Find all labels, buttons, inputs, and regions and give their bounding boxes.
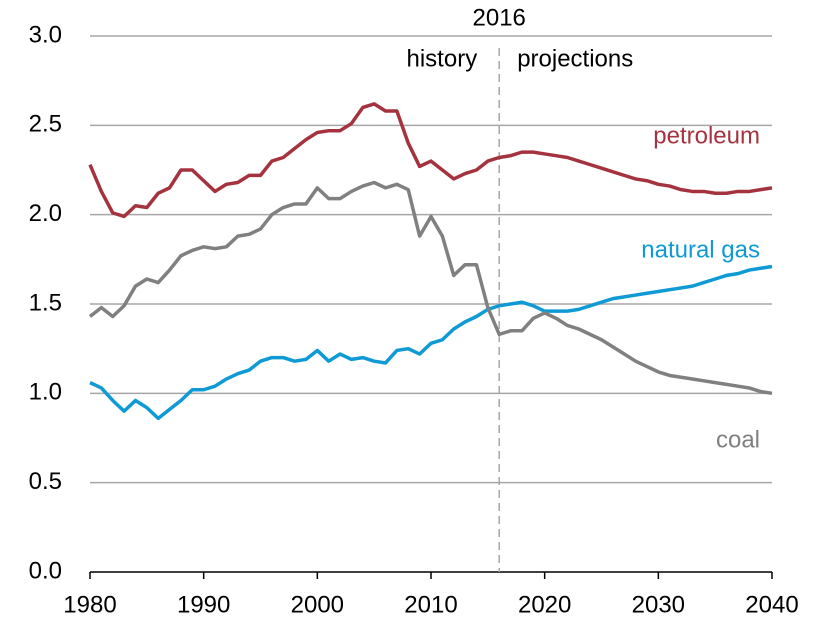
- x-tick-label: 2030: [632, 591, 685, 618]
- y-tick-label: 2.5: [29, 111, 62, 138]
- y-tick-label: 2.0: [29, 200, 62, 227]
- x-tick-label: 1980: [63, 591, 116, 618]
- series-label: coal: [716, 426, 760, 453]
- line-series: [89, 264, 773, 421]
- series-label: petroleum: [653, 122, 760, 149]
- x-tick-label: 2010: [404, 591, 457, 618]
- x-tick-label: 2000: [291, 591, 344, 618]
- line-series: [88, 180, 773, 396]
- y-tick-label: 1.5: [29, 289, 62, 316]
- y-tick-label: 0.5: [29, 468, 62, 495]
- line-series: [88, 102, 773, 219]
- y-tick-label: 1.0: [29, 379, 62, 406]
- projections-label: projections: [517, 45, 633, 72]
- history-label: history: [407, 45, 478, 72]
- divider-label: 2016: [473, 4, 526, 31]
- x-tick-label: 2020: [518, 591, 571, 618]
- y-tick-label: 0.0: [29, 557, 62, 584]
- x-tick-label: 2040: [745, 591, 798, 618]
- y-tick-label: 3.0: [29, 21, 62, 48]
- series-label: natural gas: [641, 236, 760, 263]
- x-tick-label: 1990: [177, 591, 230, 618]
